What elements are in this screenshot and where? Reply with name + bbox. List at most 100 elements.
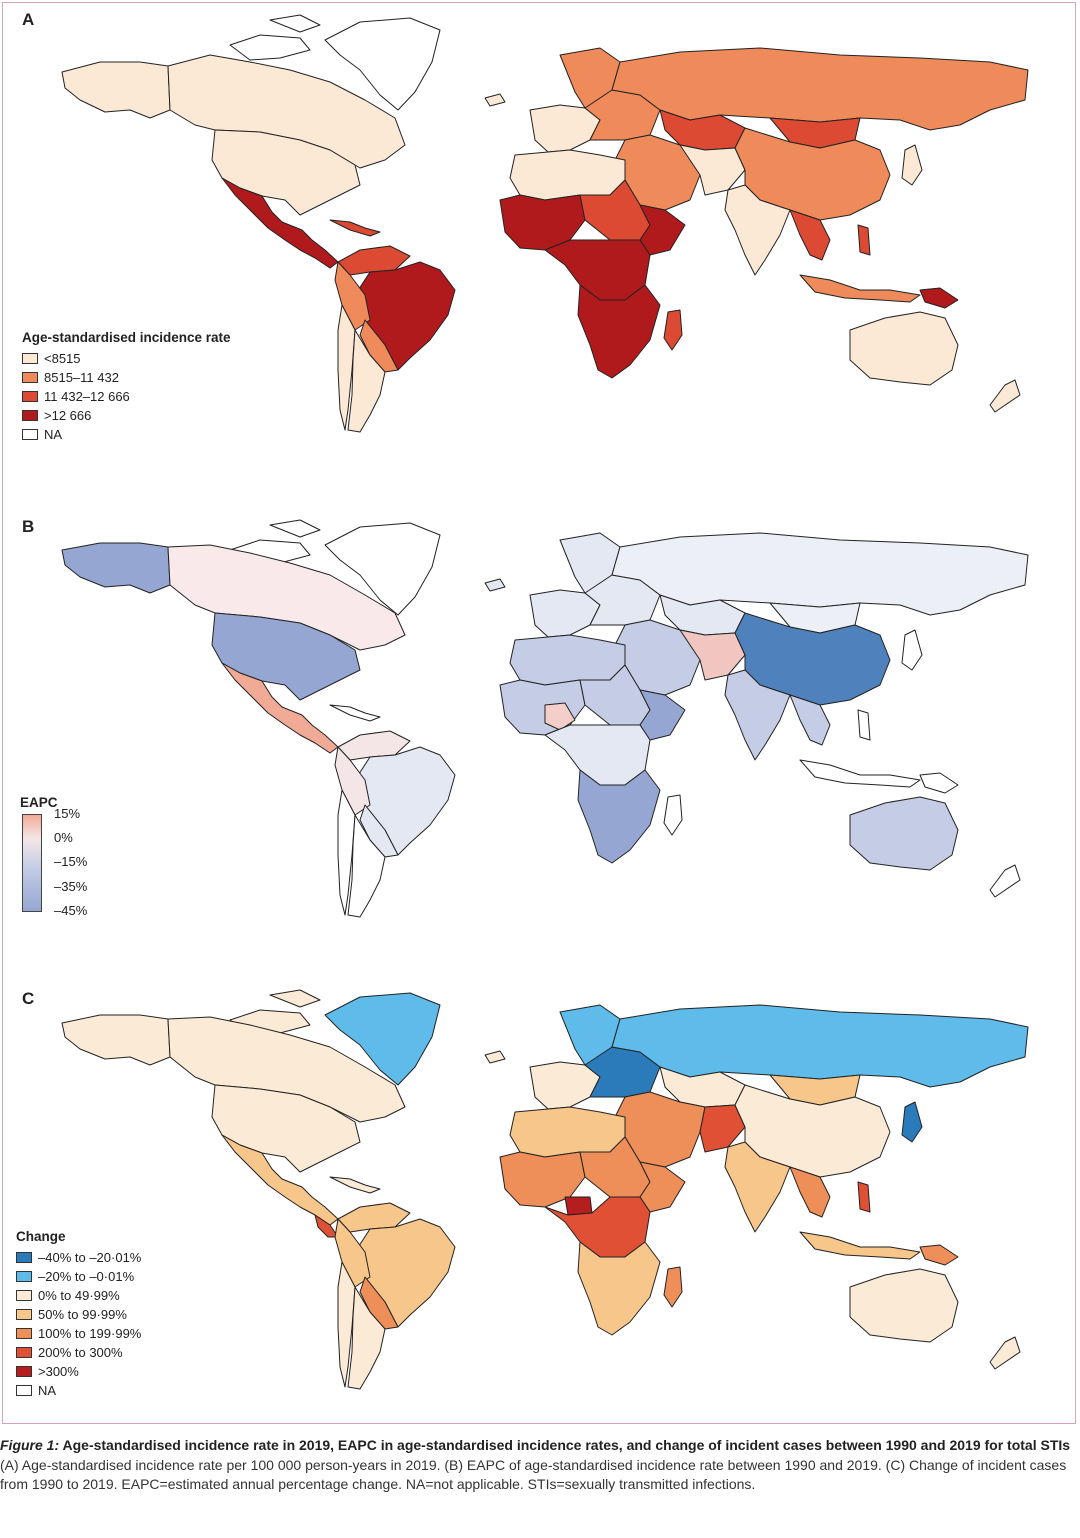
australia [849, 1268, 959, 1343]
panel-c: C [0, 975, 1080, 1425]
japan [901, 1101, 923, 1143]
caption-body: (A) Age-standardised incidence rate per … [0, 1457, 1067, 1492]
legend-b-tick: –15% [54, 854, 88, 869]
figure-frame [2, 2, 1076, 1424]
alaska [61, 542, 171, 594]
central-america [314, 1214, 339, 1238]
colombia-venezuela [337, 730, 411, 761]
iceland [484, 1050, 506, 1064]
alaska [61, 1014, 171, 1066]
legend-b-tick: 15% [54, 806, 81, 821]
horn-of-africa [639, 689, 686, 741]
australia [849, 796, 959, 871]
legend-c-label: –40% to –20·01% [38, 1250, 142, 1265]
panel-a: A [0, 0, 1080, 470]
indonesia [799, 274, 921, 303]
legend-c-swatch [16, 1290, 32, 1301]
legend-c-item: 0% to 49·99% [16, 1286, 141, 1305]
iceland [484, 93, 506, 107]
legend-c-label: –20% to –0·01% [38, 1269, 135, 1284]
legend-b-tick: 0% [54, 830, 73, 845]
legend-b-title: EAPC [20, 795, 58, 810]
new-zealand [989, 1336, 1021, 1370]
greenland [324, 992, 441, 1086]
philippines [857, 224, 871, 256]
caption-fig-label: Figure 1: [0, 1437, 60, 1453]
new-zealand [989, 379, 1021, 413]
central-africa [544, 239, 651, 301]
peru [334, 1218, 371, 1288]
legend-c: Change –40% to –20·01% –20% to –0·01% 0%… [16, 1229, 141, 1400]
central-africa [544, 1196, 651, 1258]
panel-a-letter: A [22, 10, 35, 29]
legend-c-item: 100% to 199·99% [16, 1324, 141, 1343]
west-africa [499, 194, 586, 251]
central-africa [544, 724, 651, 786]
legend-a-swatch [22, 391, 38, 402]
iran-afghanistan [679, 144, 746, 196]
india [724, 669, 791, 761]
legend-a-label: <8515 [44, 351, 81, 366]
philippines [857, 1181, 871, 1213]
southern-africa [577, 769, 661, 864]
west-africa [499, 1151, 586, 1208]
indonesia [799, 1231, 921, 1260]
iceland [484, 578, 506, 592]
central-african-rep [564, 1196, 593, 1216]
iran-afghanistan [679, 629, 746, 681]
horn-of-africa [639, 1161, 686, 1213]
southern-africa [577, 284, 661, 379]
japan [901, 144, 923, 186]
legend-b-tick: –35% [54, 879, 88, 894]
legend-c-label: 50% to 99·99% [38, 1307, 127, 1322]
legend-c-item: –20% to –0·01% [16, 1267, 141, 1286]
legend-c-label: 200% to 300% [38, 1345, 123, 1360]
legend-a-label: >12 666 [44, 408, 92, 423]
legend-b: EAPC 15% 0% –15% –35% –45% [20, 795, 140, 924]
peru [334, 746, 371, 816]
caption-title: Figure 1: Age-standardised incidence rat… [0, 1436, 1075, 1455]
se-asia [789, 1166, 831, 1218]
legend-a-item: 11 432–12 666 [22, 387, 231, 406]
legend-c-swatch [16, 1271, 32, 1282]
canada [167, 54, 406, 169]
new-zealand [989, 864, 1021, 898]
legend-c-label: 0% to 49·99% [38, 1288, 120, 1303]
india [724, 1141, 791, 1233]
legend-b-scale: 15% 0% –15% –35% –45% [20, 806, 140, 924]
legend-c-swatch [16, 1309, 32, 1320]
figure-caption: Figure 1: Age-standardised incidence rat… [0, 1436, 1075, 1494]
canada [167, 544, 406, 651]
panel-b-letter: B [22, 517, 35, 536]
horn-of-africa [639, 204, 686, 256]
legend-c-label: NA [38, 1383, 57, 1398]
north-africa [509, 149, 626, 201]
legend-a-item: 8515–11 432 [22, 368, 231, 387]
india [724, 184, 791, 276]
se-asia [789, 209, 831, 261]
arctic-islands [229, 989, 321, 1036]
argentina [347, 329, 386, 433]
southern-africa [577, 1241, 661, 1336]
panel-b: B [0, 505, 1080, 955]
legend-a-swatch [22, 372, 38, 383]
legend-c-swatch [16, 1347, 32, 1358]
legend-c-swatch [16, 1385, 32, 1396]
australia [849, 311, 959, 386]
greenland [324, 522, 441, 616]
legend-a-title: Age-standardised incidence rate [22, 330, 231, 345]
caption-title-text: Age-standardised incidence rate in 2019,… [59, 1437, 1071, 1453]
legend-a: Age-standardised incidence rate <8515 85… [22, 330, 231, 444]
legend-a-swatch [22, 353, 38, 364]
legend-a-label: 8515–11 432 [44, 370, 119, 385]
argentina [347, 1286, 386, 1390]
legend-c-label: >300% [38, 1364, 79, 1379]
legend-a-item: NA [22, 425, 231, 444]
legend-c-swatch [16, 1328, 32, 1339]
argentina [347, 814, 386, 918]
map-b [61, 519, 1029, 918]
legend-a-item: <8515 [22, 349, 231, 368]
map-c [61, 989, 1029, 1390]
madagascar [663, 309, 683, 351]
caribbean [329, 704, 381, 722]
